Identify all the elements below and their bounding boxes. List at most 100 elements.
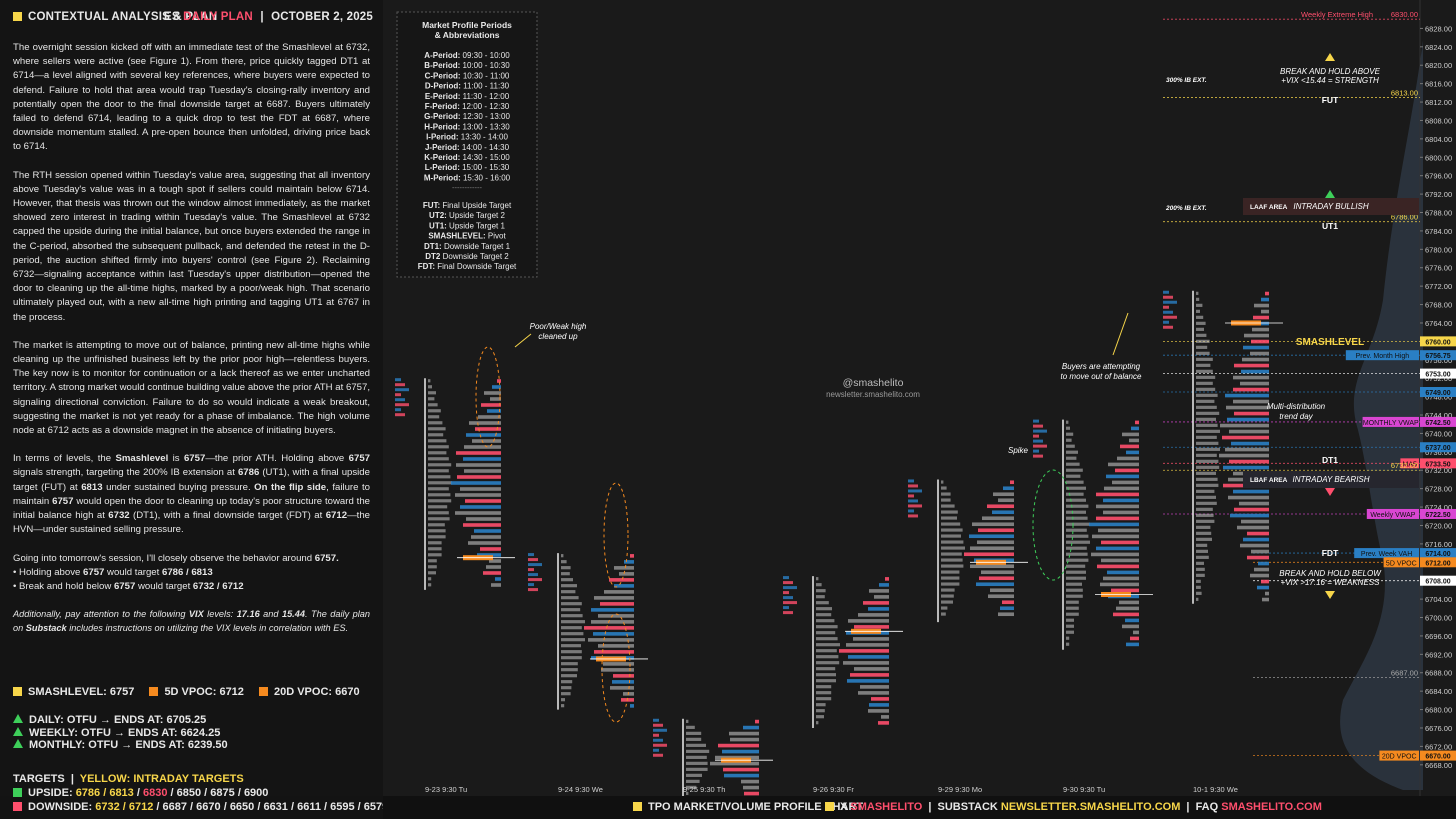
volume-bar bbox=[603, 662, 634, 666]
y-tick-label: 6748.00 bbox=[1425, 393, 1452, 402]
tpo-letters bbox=[561, 554, 564, 558]
tpo-letters bbox=[1196, 375, 1216, 379]
premarket-bar bbox=[395, 388, 409, 392]
tpo-letters bbox=[816, 679, 836, 683]
volume-bar bbox=[1253, 315, 1269, 320]
volume-bar bbox=[1234, 507, 1269, 512]
volume-bar bbox=[964, 552, 1014, 557]
watermark-site: newsletter.smashelito.com bbox=[826, 390, 920, 399]
poor-high-arrow bbox=[514, 333, 532, 348]
tpo-letters bbox=[1196, 357, 1213, 361]
y-tick-label: 6824.00 bbox=[1425, 43, 1452, 52]
up-triangle-icon bbox=[13, 739, 23, 748]
tpo-letters bbox=[941, 612, 946, 616]
tpo-letters bbox=[816, 673, 836, 677]
watermark-handle: @smashelito bbox=[843, 377, 904, 389]
tpo-letters bbox=[686, 719, 689, 723]
level-label: Prev. Week VAH bbox=[1361, 551, 1412, 558]
tpo-letters bbox=[561, 638, 585, 642]
volume-bar bbox=[1250, 573, 1269, 578]
session-profile bbox=[653, 718, 773, 798]
tpo-letters bbox=[941, 510, 958, 514]
tpo-letters bbox=[941, 576, 960, 580]
volume-bar bbox=[715, 755, 759, 760]
volume-bar bbox=[1252, 327, 1269, 332]
volume-bar bbox=[477, 553, 501, 557]
sessions-group bbox=[395, 290, 1283, 798]
volume-bar bbox=[1096, 546, 1139, 551]
tpo-letters bbox=[1196, 363, 1211, 367]
volume-bar bbox=[1223, 465, 1269, 470]
volume-bar bbox=[878, 721, 889, 725]
tpo-letters bbox=[1196, 405, 1217, 409]
premarket-bar bbox=[395, 393, 401, 397]
tpo-letters bbox=[816, 709, 825, 713]
analysis-panel: CONTEXTUAL ANALYSIS & PLAN ES DAILY PLAN… bbox=[0, 0, 422, 813]
premarket-bar bbox=[1163, 300, 1177, 304]
footer-x: X SMASHELITO | SUBSTACK NEWSLETTER.SMASH… bbox=[825, 801, 1322, 813]
faq-link[interactable]: SMASHELITO.COM bbox=[1221, 801, 1322, 813]
volume-bar bbox=[722, 749, 759, 754]
level-price: 6737.00 bbox=[1425, 445, 1450, 452]
key-levels: SMASHLEVEL: 6757 5D VPOC: 6712 20D VPOC:… bbox=[13, 686, 373, 698]
tpo-letters bbox=[428, 559, 437, 563]
volume-bar bbox=[1227, 417, 1269, 422]
volume-bar bbox=[1247, 531, 1269, 536]
tpo-letters bbox=[561, 620, 585, 624]
spike-circle bbox=[1032, 469, 1074, 581]
volume-bar bbox=[593, 632, 634, 636]
premarket-bar bbox=[395, 403, 409, 407]
tpo-letters bbox=[1196, 465, 1220, 469]
tpo-letters bbox=[941, 594, 954, 598]
premarket-bar bbox=[653, 718, 659, 722]
tpo-letters bbox=[1066, 588, 1083, 592]
tpo-letters bbox=[816, 601, 829, 605]
break-above-icon bbox=[1325, 53, 1335, 61]
substack-link[interactable]: NEWSLETTER.SMASHELITO.COM bbox=[1000, 801, 1181, 813]
tpo-letters bbox=[1196, 549, 1208, 553]
tpo-letters bbox=[561, 632, 584, 636]
volume-bar bbox=[881, 715, 889, 719]
volume-bar bbox=[1119, 600, 1139, 605]
y-tick-label: 6740.00 bbox=[1425, 429, 1452, 438]
ut1-label: UT1 bbox=[1322, 221, 1338, 231]
tpo-letters bbox=[1196, 387, 1216, 391]
footer-chart-type: TPO MARKET/VOLUME PROFILE CHART bbox=[633, 801, 863, 813]
premarket-bar bbox=[908, 494, 914, 498]
volume-bar bbox=[1237, 525, 1269, 530]
y-tick-label: 6676.00 bbox=[1425, 724, 1452, 733]
paragraph-2: The RTH session opened within Tuesday's … bbox=[13, 169, 370, 323]
vix-note: Additionally, pay attention to the follo… bbox=[13, 609, 370, 633]
tpo-letters bbox=[1196, 483, 1219, 487]
smashlevel-item: SMASHLEVEL: 6757 bbox=[13, 686, 134, 698]
volume-bar bbox=[1104, 486, 1139, 491]
y-tick-label: 6724.00 bbox=[1425, 503, 1452, 512]
volume-bar bbox=[724, 773, 759, 778]
tpo-letters bbox=[941, 558, 963, 562]
tpo-letters bbox=[428, 541, 442, 545]
volume-bar bbox=[1106, 474, 1139, 479]
x-handle-link[interactable]: SMASHELITO bbox=[850, 801, 923, 813]
level-badge bbox=[1420, 575, 1456, 586]
volume-bar bbox=[1242, 357, 1269, 362]
tpo-letters bbox=[428, 535, 446, 539]
volume-bar bbox=[729, 731, 759, 736]
orange-square-icon bbox=[258, 687, 268, 696]
volume-bar bbox=[869, 589, 889, 593]
level-price: 6722.50 bbox=[1425, 512, 1450, 519]
ext-300-label: 300% IB EXT. bbox=[1166, 77, 1207, 84]
laaf-label: LAAF AREA bbox=[1250, 204, 1288, 211]
tpo-letters bbox=[428, 529, 446, 533]
tpo-letters bbox=[816, 583, 822, 587]
tpo-letters bbox=[816, 607, 832, 611]
break-above-1: BREAK AND HOLD ABOVE bbox=[1280, 67, 1381, 76]
volume-bar bbox=[613, 674, 634, 678]
premarket-bar bbox=[908, 484, 918, 488]
volume-bar bbox=[1262, 597, 1269, 602]
volume-bar bbox=[1231, 441, 1269, 446]
tpo-letters bbox=[1196, 333, 1207, 337]
volume-bar bbox=[868, 709, 889, 713]
volume-bar bbox=[630, 554, 634, 558]
laaf-text: INTRADAY BULLISH bbox=[1293, 202, 1369, 211]
tpo-letters bbox=[1196, 309, 1200, 313]
